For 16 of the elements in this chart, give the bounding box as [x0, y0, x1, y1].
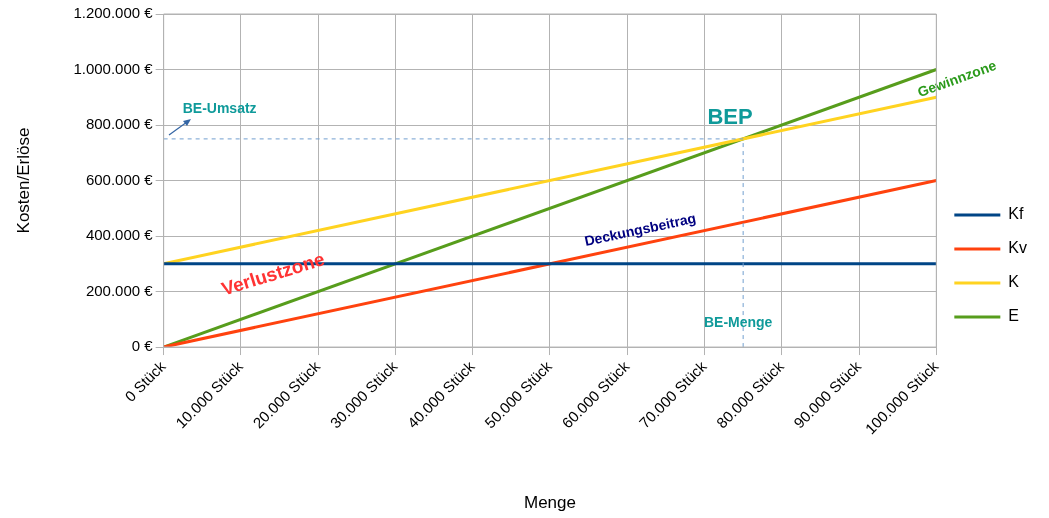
annotation: BEP	[707, 104, 753, 130]
legend-label: E	[1008, 307, 1019, 325]
legend-label: Kv	[1008, 239, 1027, 257]
y-tick-label: 400.000 €	[85, 226, 154, 244]
y-tick-label: 1.200.000 €	[73, 4, 154, 22]
legend-label: K	[1008, 273, 1020, 291]
y-tick-label: 600.000 €	[85, 170, 154, 188]
y-axis-title: Kosten/Erlöse	[13, 127, 33, 234]
ref-line-label: BE-Umsatz	[182, 99, 257, 116]
y-tick-label: 1.000.000 €	[73, 59, 154, 77]
ref-line-label: BE-Menge	[703, 313, 773, 330]
legend-label: Kf	[1008, 205, 1024, 223]
y-tick-label: 800.000 €	[85, 115, 154, 133]
x-axis-title: Menge	[523, 493, 576, 513]
y-tick-label: 0 €	[131, 337, 154, 355]
y-tick-label: 200.000 €	[85, 281, 154, 299]
